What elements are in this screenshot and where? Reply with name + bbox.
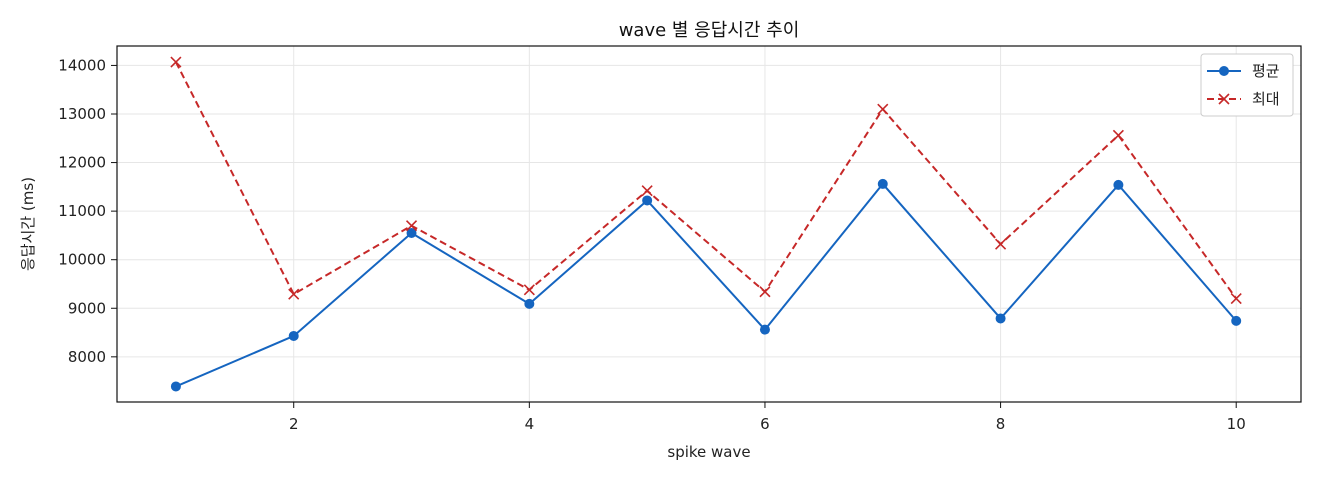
series-maximum [170,56,1242,305]
y-tick-label: 11000 [58,202,106,220]
y-tick-label: 9000 [68,299,106,317]
data-point [877,178,888,189]
data-point [524,298,535,309]
data-point [1231,315,1242,326]
plot-frame [116,45,1302,403]
data-point [406,227,417,238]
x-tick-label: 6 [760,415,770,433]
x-axis-label: spike wave [667,443,750,461]
legend-label: 평균 [1252,62,1280,80]
x-tick-label: 4 [525,415,535,433]
data-point [759,286,771,298]
series-average [170,178,1242,392]
legend-label: 최대 [1252,90,1280,108]
data-point [995,238,1007,250]
data-point [995,313,1006,324]
series-layer [170,56,1242,392]
grid-lines [117,46,1301,402]
legend-item: 최대 [1207,90,1280,108]
x-axis: 2 4 6 8 10 [289,402,1246,433]
data-point [170,56,182,68]
y-axis-label: 응답시간 (ms) [19,177,37,271]
data-point [877,103,889,115]
chart-title: wave 별 응답시간 추이 [619,20,800,41]
y-tick-label: 13000 [58,105,106,123]
data-point [288,288,300,300]
x-tick-label: 10 [1227,415,1246,433]
y-tick-label: 14000 [58,56,106,74]
data-point [641,185,653,197]
data-point [405,220,418,232]
y-tick-label: 12000 [58,154,106,172]
data-point [523,284,535,296]
series-line [175,61,1238,300]
x-tick-label: 2 [289,415,299,433]
data-point [1112,129,1124,141]
data-point [1113,179,1124,190]
data-point [759,324,770,335]
y-tick-label: 8000 [68,348,106,366]
data-point [642,195,653,206]
x-tick-label: 8 [996,415,1006,433]
y-axis: 8000 9000 10000 11000 12000 13000 14000 [58,56,117,366]
series-line [175,182,1237,388]
data-point [288,330,299,341]
y-tick-label: 10000 [58,251,106,269]
legend-marker [1219,66,1229,76]
legend-marker [1218,93,1230,105]
data-point [1230,292,1242,305]
data-point [170,381,181,392]
legend-item: 평균 [1207,62,1280,80]
